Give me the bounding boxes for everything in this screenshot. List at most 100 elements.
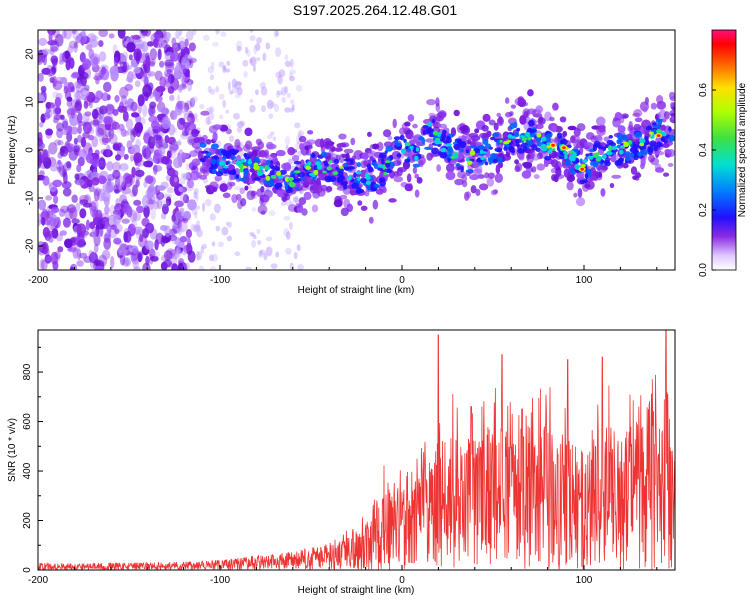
noise-blob (48, 142, 58, 155)
noise-blob (45, 256, 52, 262)
noise-blob (59, 147, 65, 157)
signal-highlight (305, 165, 312, 170)
signal-core (477, 145, 486, 151)
noise-blob (168, 234, 178, 242)
faint-blob (200, 246, 205, 254)
noise-blob (133, 67, 141, 74)
noise-blob (121, 106, 127, 112)
signal-blob (531, 166, 537, 173)
faint-blob (205, 116, 211, 126)
noise-blob (131, 112, 140, 118)
signal-blob (484, 172, 490, 179)
faint-blob (293, 251, 298, 260)
signal-core (458, 141, 467, 149)
signal-highlight (253, 165, 260, 171)
signal-highlight (328, 159, 332, 164)
noise-blob (117, 30, 126, 39)
signal-core (201, 150, 209, 154)
noise-blob (98, 51, 107, 62)
signal-core (211, 168, 217, 174)
noise-blob (135, 138, 141, 149)
noise-blob (53, 114, 63, 121)
noise-blob (98, 175, 107, 185)
signal-blob (532, 113, 543, 118)
signal-core (446, 146, 453, 152)
noise-blob (67, 45, 74, 54)
faint-blob (173, 110, 178, 120)
noise-blob (74, 80, 82, 89)
faint-blob (225, 109, 230, 114)
faint-blob (224, 68, 231, 73)
snr-xtick-label: 100 (576, 575, 593, 586)
noise-blob (108, 33, 115, 39)
signal-highlight (524, 131, 531, 137)
noise-blob (157, 48, 162, 61)
faint-blob (175, 30, 180, 39)
signal-blob (212, 132, 218, 142)
faint-blob (269, 101, 276, 108)
signal-highlight (409, 145, 414, 150)
signal-core (465, 149, 470, 154)
signal-highlight (450, 155, 456, 159)
signal-highlight (480, 156, 485, 161)
signal-core (492, 159, 498, 163)
signal-core (560, 140, 565, 145)
faint-blob (258, 250, 264, 258)
signal-blob (438, 123, 448, 129)
faint-blob (213, 203, 221, 214)
noise-blob (187, 199, 197, 211)
signal-blob (298, 135, 307, 143)
signal-blob (470, 185, 477, 194)
signal-blob (630, 166, 638, 175)
signal-core (653, 144, 658, 152)
signal-blob (406, 173, 412, 183)
noise-blob (122, 203, 131, 215)
signal-blob (336, 143, 344, 148)
noise-blob (94, 72, 101, 79)
signal-core (396, 145, 402, 151)
signal-blob (214, 175, 223, 182)
faint-blob (181, 103, 186, 113)
noise-blob (137, 94, 145, 107)
faint-blob (193, 191, 198, 200)
noise-blob (147, 200, 155, 210)
signal-blob (303, 191, 312, 201)
signal-blob (495, 164, 501, 174)
noise-blob (46, 217, 56, 231)
noise-blob (184, 100, 193, 110)
noise-blob (66, 108, 76, 116)
noise-blob (129, 154, 135, 162)
noise-blob (122, 110, 129, 122)
signal-core (649, 140, 657, 147)
colorbar-tick-label: 0.6 (698, 83, 709, 97)
faint-blob (297, 129, 305, 137)
signal-core (373, 163, 379, 170)
signal-core (215, 171, 224, 177)
signal-blob (453, 109, 460, 117)
signal-core (623, 151, 631, 155)
signal-highlight (313, 169, 319, 176)
noise-blob (57, 151, 63, 159)
noise-blob (176, 100, 186, 110)
signal-blob (425, 138, 435, 143)
signal-core (508, 145, 514, 153)
noise-blob (120, 94, 127, 106)
faint-blob (239, 120, 246, 127)
signal-core (455, 162, 461, 167)
signal-blob (343, 198, 351, 208)
noise-blob (57, 159, 62, 165)
signal-core (658, 142, 664, 148)
signal-blob (299, 143, 305, 151)
noise-blob (121, 65, 128, 74)
faint-blob (226, 60, 231, 66)
signal-core (238, 177, 247, 182)
faint-blob (175, 246, 180, 257)
noise-blob (126, 140, 133, 150)
signal-highlight (365, 180, 371, 186)
noise-blob (62, 217, 71, 228)
faint-blob (221, 226, 229, 236)
signal-blob (323, 137, 332, 148)
noise-blob (110, 224, 118, 230)
signal-blob (461, 174, 468, 183)
